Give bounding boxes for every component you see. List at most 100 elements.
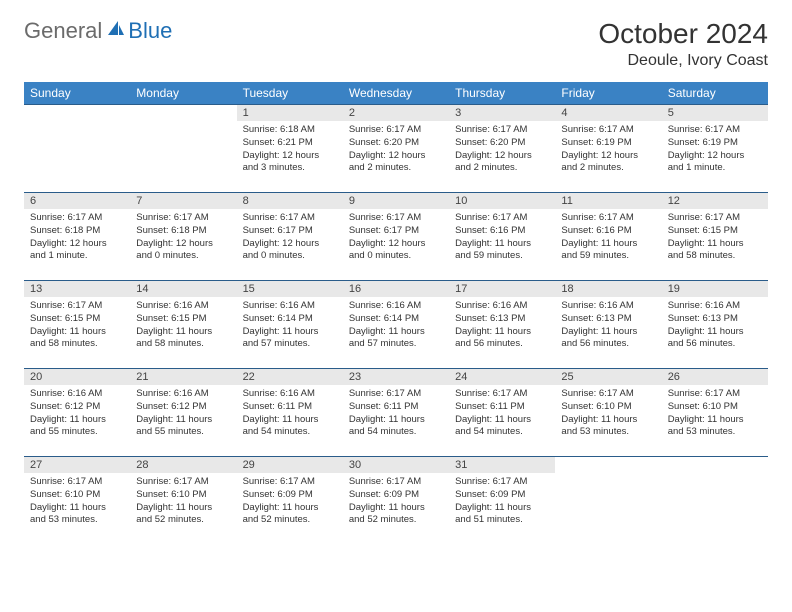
day-cell: 5Sunrise: 6:17 AMSunset: 6:19 PMDaylight… [662,105,768,193]
calendar-table: SundayMondayTuesdayWednesdayThursdayFrid… [24,82,768,545]
day-body: Sunrise: 6:17 AMSunset: 6:10 PMDaylight:… [130,473,236,531]
day-number: 12 [662,193,768,209]
day-header: Thursday [449,82,555,105]
day-header: Wednesday [343,82,449,105]
day-cell [662,457,768,545]
day-body: Sunrise: 6:16 AMSunset: 6:12 PMDaylight:… [24,385,130,443]
week-row: 27Sunrise: 6:17 AMSunset: 6:10 PMDayligh… [24,457,768,545]
day-header: Saturday [662,82,768,105]
day-number: 18 [555,281,661,297]
day-number: 3 [449,105,555,121]
day-body: Sunrise: 6:18 AMSunset: 6:21 PMDaylight:… [237,121,343,179]
day-body: Sunrise: 6:17 AMSunset: 6:17 PMDaylight:… [237,209,343,267]
day-body: Sunrise: 6:17 AMSunset: 6:15 PMDaylight:… [662,209,768,267]
day-number: 6 [24,193,130,209]
day-number: 31 [449,457,555,473]
day-number: 24 [449,369,555,385]
day-number: 19 [662,281,768,297]
day-number: 2 [343,105,449,121]
day-cell: 24Sunrise: 6:17 AMSunset: 6:11 PMDayligh… [449,369,555,457]
day-cell: 12Sunrise: 6:17 AMSunset: 6:15 PMDayligh… [662,193,768,281]
day-cell: 15Sunrise: 6:16 AMSunset: 6:14 PMDayligh… [237,281,343,369]
month-title: October 2024 [598,18,768,50]
day-cell: 25Sunrise: 6:17 AMSunset: 6:10 PMDayligh… [555,369,661,457]
day-number: 1 [237,105,343,121]
day-cell: 18Sunrise: 6:16 AMSunset: 6:13 PMDayligh… [555,281,661,369]
title-block: October 2024 Deoule, Ivory Coast [598,18,768,70]
day-number: 20 [24,369,130,385]
logo: General Blue [24,18,172,44]
day-body: Sunrise: 6:16 AMSunset: 6:15 PMDaylight:… [130,297,236,355]
logo-text-blue: Blue [128,18,172,44]
day-header: Tuesday [237,82,343,105]
day-body: Sunrise: 6:17 AMSunset: 6:19 PMDaylight:… [555,121,661,179]
day-cell: 19Sunrise: 6:16 AMSunset: 6:13 PMDayligh… [662,281,768,369]
day-cell: 8Sunrise: 6:17 AMSunset: 6:17 PMDaylight… [237,193,343,281]
day-cell: 6Sunrise: 6:17 AMSunset: 6:18 PMDaylight… [24,193,130,281]
day-header: Friday [555,82,661,105]
day-number: 23 [343,369,449,385]
day-cell: 7Sunrise: 6:17 AMSunset: 6:18 PMDaylight… [130,193,236,281]
day-number: 30 [343,457,449,473]
day-number: 29 [237,457,343,473]
day-cell [555,457,661,545]
day-number: 8 [237,193,343,209]
day-cell [24,105,130,193]
day-number: 5 [662,105,768,121]
day-cell: 9Sunrise: 6:17 AMSunset: 6:17 PMDaylight… [343,193,449,281]
day-body: Sunrise: 6:17 AMSunset: 6:09 PMDaylight:… [343,473,449,531]
day-body: Sunrise: 6:16 AMSunset: 6:14 PMDaylight:… [237,297,343,355]
day-number: 21 [130,369,236,385]
day-body: Sunrise: 6:17 AMSunset: 6:18 PMDaylight:… [130,209,236,267]
day-number: 16 [343,281,449,297]
calendar-body: 1Sunrise: 6:18 AMSunset: 6:21 PMDaylight… [24,105,768,545]
day-cell: 14Sunrise: 6:16 AMSunset: 6:15 PMDayligh… [130,281,236,369]
day-body: Sunrise: 6:17 AMSunset: 6:16 PMDaylight:… [555,209,661,267]
day-cell: 27Sunrise: 6:17 AMSunset: 6:10 PMDayligh… [24,457,130,545]
day-body: Sunrise: 6:17 AMSunset: 6:10 PMDaylight:… [662,385,768,443]
day-headers-row: SundayMondayTuesdayWednesdayThursdayFrid… [24,82,768,105]
day-cell: 10Sunrise: 6:17 AMSunset: 6:16 PMDayligh… [449,193,555,281]
day-number: 14 [130,281,236,297]
day-number: 25 [555,369,661,385]
location: Deoule, Ivory Coast [598,52,768,70]
day-number: 10 [449,193,555,209]
day-body: Sunrise: 6:17 AMSunset: 6:18 PMDaylight:… [24,209,130,267]
logo-text-general: General [24,18,102,44]
day-number: 11 [555,193,661,209]
day-number: 9 [343,193,449,209]
day-cell: 26Sunrise: 6:17 AMSunset: 6:10 PMDayligh… [662,369,768,457]
day-cell: 1Sunrise: 6:18 AMSunset: 6:21 PMDaylight… [237,105,343,193]
day-body: Sunrise: 6:16 AMSunset: 6:12 PMDaylight:… [130,385,236,443]
day-body: Sunrise: 6:17 AMSunset: 6:20 PMDaylight:… [449,121,555,179]
day-cell: 31Sunrise: 6:17 AMSunset: 6:09 PMDayligh… [449,457,555,545]
day-cell: 23Sunrise: 6:17 AMSunset: 6:11 PMDayligh… [343,369,449,457]
day-cell [130,105,236,193]
day-header: Sunday [24,82,130,105]
day-body: Sunrise: 6:17 AMSunset: 6:11 PMDaylight:… [449,385,555,443]
logo-sail-icon [106,19,126,44]
day-cell: 3Sunrise: 6:17 AMSunset: 6:20 PMDaylight… [449,105,555,193]
day-number: 27 [24,457,130,473]
week-row: 1Sunrise: 6:18 AMSunset: 6:21 PMDaylight… [24,105,768,193]
day-cell: 2Sunrise: 6:17 AMSunset: 6:20 PMDaylight… [343,105,449,193]
day-cell: 28Sunrise: 6:17 AMSunset: 6:10 PMDayligh… [130,457,236,545]
day-body: Sunrise: 6:17 AMSunset: 6:11 PMDaylight:… [343,385,449,443]
day-body: Sunrise: 6:17 AMSunset: 6:09 PMDaylight:… [237,473,343,531]
day-body: Sunrise: 6:17 AMSunset: 6:10 PMDaylight:… [24,473,130,531]
day-body: Sunrise: 6:17 AMSunset: 6:19 PMDaylight:… [662,121,768,179]
day-cell: 22Sunrise: 6:16 AMSunset: 6:11 PMDayligh… [237,369,343,457]
day-cell: 29Sunrise: 6:17 AMSunset: 6:09 PMDayligh… [237,457,343,545]
day-body: Sunrise: 6:17 AMSunset: 6:15 PMDaylight:… [24,297,130,355]
day-cell: 20Sunrise: 6:16 AMSunset: 6:12 PMDayligh… [24,369,130,457]
day-body: Sunrise: 6:17 AMSunset: 6:16 PMDaylight:… [449,209,555,267]
day-body: Sunrise: 6:17 AMSunset: 6:20 PMDaylight:… [343,121,449,179]
day-number: 15 [237,281,343,297]
day-cell: 13Sunrise: 6:17 AMSunset: 6:15 PMDayligh… [24,281,130,369]
day-cell: 4Sunrise: 6:17 AMSunset: 6:19 PMDaylight… [555,105,661,193]
day-body: Sunrise: 6:16 AMSunset: 6:14 PMDaylight:… [343,297,449,355]
week-row: 20Sunrise: 6:16 AMSunset: 6:12 PMDayligh… [24,369,768,457]
day-number: 4 [555,105,661,121]
day-number: 28 [130,457,236,473]
day-body: Sunrise: 6:16 AMSunset: 6:13 PMDaylight:… [555,297,661,355]
